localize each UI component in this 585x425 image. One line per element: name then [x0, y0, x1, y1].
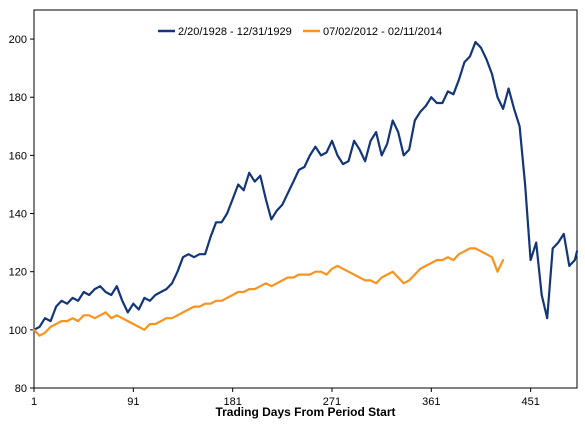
x-tick-label: 91	[127, 396, 139, 408]
series-line-2	[32, 247, 505, 337]
x-tick-label: 361	[422, 396, 440, 408]
series-line-1	[32, 40, 579, 331]
y-tick-label: 200	[9, 34, 27, 46]
x-tick-label: 271	[323, 396, 341, 408]
plot-area-frame	[33, 9, 578, 389]
y-tick-label: 160	[9, 150, 27, 162]
y-tick-label: 120	[9, 267, 27, 279]
x-tick-label: 1	[31, 396, 37, 408]
y-tick-label: 80	[15, 383, 27, 395]
legend-label-1: 2/20/1928 - 12/31/1929	[178, 26, 292, 38]
x-axis-title: Trading Days From Period Start	[215, 405, 395, 419]
x-tick-label: 181	[223, 396, 241, 408]
y-tick-label: 140	[9, 209, 27, 221]
y-tick-label: 100	[9, 325, 27, 337]
legend-label-2: 07/02/2012 - 02/11/2014	[323, 26, 442, 38]
x-tick-label: 451	[521, 396, 539, 408]
y-tick-label: 180	[9, 92, 27, 104]
